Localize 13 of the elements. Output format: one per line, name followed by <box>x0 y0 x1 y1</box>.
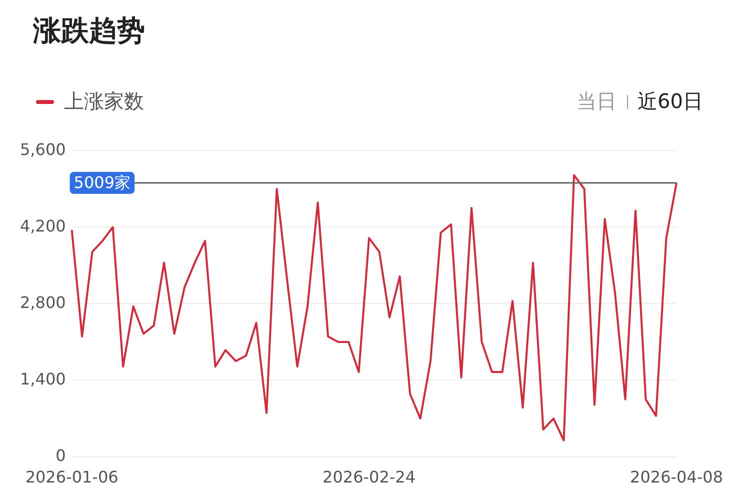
x-tick-label: 2026-02-24 <box>322 468 416 487</box>
y-tick-label: 0 <box>56 446 66 465</box>
y-tick-label: 1,400 <box>20 369 66 388</box>
y-tick-label: 2,800 <box>20 292 66 312</box>
text: 近60日 <box>638 88 703 115</box>
ref-line-label: 5009家 <box>74 173 131 192</box>
chart-title: 涨跌趋势 <box>33 13 145 49</box>
text: 当日 <box>576 88 617 115</box>
y-tick-label: 4,200 <box>20 216 66 236</box>
y-tick-label: 5,600 <box>20 140 66 159</box>
legend-label: 上涨家数 <box>64 88 144 115</box>
x-tick-label: 2026-01-06 <box>25 468 118 487</box>
x-tick-label: 2026-04-08 <box>630 468 723 487</box>
